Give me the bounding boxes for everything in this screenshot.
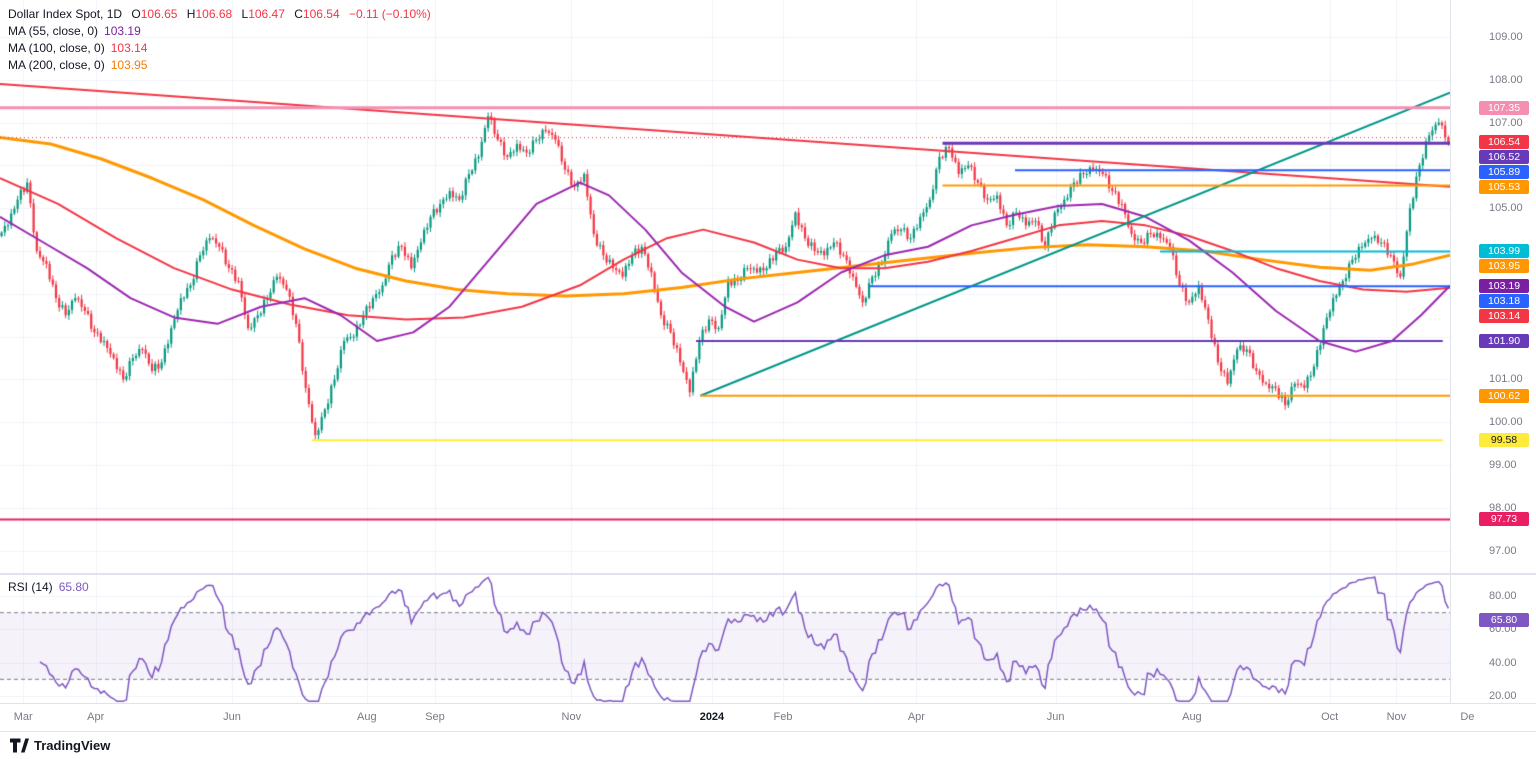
symbol-title[interactable]: Dollar Index Spot, 1D — [8, 7, 123, 21]
rsi-axis[interactable]: 80.00 60.00 40.00 20.00 65.80 — [1450, 575, 1536, 703]
time-axis[interactable]: Mar Apr Jun Aug Sep Nov 2024 Feb Apr Jun Aug Oct Nov… — [0, 703, 1536, 731]
time-axis-label: Oct — [1321, 711, 1339, 723]
ma-legend-label: MA (55, close, 0) — [8, 24, 99, 38]
open-value: 106.65 — [140, 7, 178, 21]
close-value: 106.54 — [302, 7, 340, 21]
high-value: 106.68 — [195, 7, 233, 21]
ma-legend-label: MA (100, close, 0) — [8, 41, 105, 55]
rsi-chart-canvas[interactable] — [0, 575, 1450, 703]
rsi-value: 65.80 — [58, 580, 89, 594]
price-axis-tick: 101.00 — [1489, 373, 1523, 386]
price-axis-tick: 99.00 — [1489, 459, 1517, 472]
price-level-badge: 105.89 — [1479, 165, 1529, 180]
ma-legend-row-0[interactable]: MA (55, close, 0) 103.19 — [8, 23, 431, 40]
price-level-badge: 106.54 — [1479, 135, 1529, 150]
bottom-toolbar: TradingView — [0, 731, 1536, 759]
price-axis-tick: 97.00 — [1489, 544, 1517, 557]
price-level-badge: 106.52 — [1479, 150, 1529, 165]
price-axis-tick: 108.00 — [1489, 73, 1523, 86]
ma-legend-label: MA (200, close, 0) — [8, 58, 105, 72]
low-value: 106.47 — [248, 7, 285, 21]
close-label: C — [294, 7, 303, 21]
rsi-axis-tick: 80.00 — [1489, 590, 1517, 602]
time-axis-label: Aug — [357, 711, 377, 723]
time-axis-label: Apr — [907, 711, 925, 723]
time-axis-label: De — [1460, 711, 1475, 723]
price-axis-tick: 105.00 — [1489, 202, 1523, 215]
low-label: L — [241, 7, 249, 21]
price-level-badge: 103.14 — [1479, 308, 1529, 323]
tradingview-logo-icon — [10, 738, 29, 753]
time-axis-label: Feb — [773, 711, 793, 723]
rsi-value-badge: 65.80 — [1479, 612, 1529, 627]
ma-legend-value: 103.95 — [110, 58, 148, 72]
price-chart-canvas[interactable] — [0, 0, 1450, 573]
time-axis-label: Mar — [13, 711, 33, 723]
price-pane: Dollar Index Spot, 1D O106.65 H106.68 L1… — [0, 0, 1450, 573]
price-axis[interactable]: 109.00 108.00 107.00 105.00 101.00 100.00 99.0… — [1450, 0, 1536, 573]
price-level-badge: 100.62 — [1479, 388, 1529, 403]
rsi-label: RSI (14) — [8, 580, 53, 594]
tradingview-logo[interactable]: TradingView — [10, 738, 110, 753]
ma-legend: MA (55, close, 0) 103.19 MA (100, close, 0… — [8, 23, 431, 74]
time-axis-label: Apr — [87, 711, 105, 723]
high-label: H — [186, 7, 196, 21]
time-axis-label: Jun — [223, 711, 241, 723]
rsi-axis-tick: 40.00 — [1489, 656, 1517, 669]
tradingview-logo-text: TradingView — [34, 738, 111, 753]
price-level-badge: 101.90 — [1479, 333, 1529, 348]
price-axis-tick: 98.00 — [1489, 501, 1517, 514]
price-level-badge: 103.95 — [1479, 259, 1529, 274]
rsi-pane: RSI (14) 65.80 — [0, 575, 1450, 703]
time-axis-label: Nov — [561, 711, 582, 723]
price-level-badge: 103.18 — [1479, 293, 1529, 308]
price-level-badge: 105.53 — [1479, 180, 1529, 195]
time-axis-label: Sep — [425, 711, 445, 723]
change-value: −0.11 (−0.10%) — [348, 7, 431, 21]
price-level-badge: 107.35 — [1479, 100, 1529, 115]
chart-legend: Dollar Index Spot, 1D O106.65 H106.68 L1… — [8, 6, 431, 74]
ma-legend-value: 103.19 — [104, 24, 141, 38]
time-axis-label: Jun — [1046, 711, 1065, 723]
price-level-badge: 103.99 — [1479, 244, 1529, 259]
time-axis-label: 2024 — [699, 711, 725, 723]
ma-legend-row-2[interactable]: MA (200, close, 0) 103.95 — [8, 57, 431, 74]
price-axis-tick: 109.00 — [1489, 30, 1523, 43]
time-axis-label: Nov — [1386, 711, 1407, 723]
price-level-badge: 103.19 — [1479, 278, 1529, 293]
ma-legend-value: 103.14 — [110, 41, 148, 55]
rsi-legend-row[interactable]: RSI (14) 65.80 — [8, 580, 89, 594]
price-axis-tick: 100.00 — [1489, 416, 1523, 429]
open-label: O — [131, 7, 141, 21]
price-level-badge: 99.58 — [1479, 433, 1529, 448]
price-level-badge: 97.73 — [1479, 512, 1529, 527]
symbol-legend-row[interactable]: Dollar Index Spot, 1D O106.65 H106.68 L1… — [8, 6, 431, 23]
time-axis-label: Aug — [1182, 711, 1202, 723]
pane-separator[interactable] — [0, 573, 1536, 575]
price-axis-tick: 107.00 — [1489, 116, 1523, 129]
ma-legend-row-1[interactable]: MA (100, close, 0) 103.14 — [8, 40, 431, 57]
rsi-axis-tick: 20.00 — [1489, 690, 1517, 702]
